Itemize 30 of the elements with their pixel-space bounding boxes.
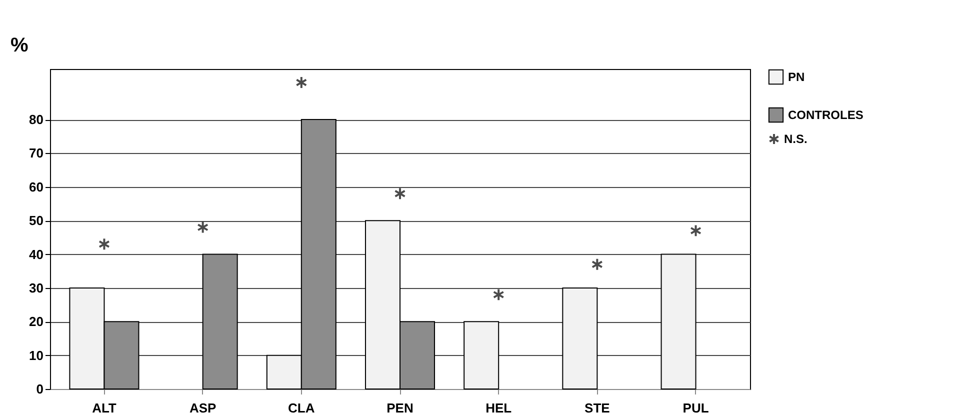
x-tick-label: STE	[584, 400, 610, 416]
y-tick-label: 60	[29, 179, 44, 194]
x-tick-label: ALT	[92, 400, 116, 416]
y-tick-label: 10	[29, 348, 44, 363]
point	[690, 224, 702, 238]
y-tick-label: 0	[36, 382, 44, 396]
y-tick-label: 30	[29, 280, 44, 296]
y-tick-label: 70	[29, 146, 44, 161]
x-tick-label: CLA	[288, 400, 316, 416]
legend-label: N.S.	[784, 132, 808, 146]
point	[296, 76, 308, 89]
x-tick-label: PEN	[386, 400, 414, 416]
y-tick-label: 80	[29, 112, 44, 128]
legend-label: PN	[788, 70, 805, 84]
bar	[464, 321, 500, 390]
point	[492, 288, 504, 302]
y-axis-title: %	[10, 34, 28, 56]
point	[197, 220, 209, 234]
bar	[660, 254, 696, 390]
point	[394, 187, 406, 200]
y-tick-label: 40	[29, 246, 44, 262]
legend-label: CONTROLES	[788, 108, 864, 122]
x-tick-label: ASP	[189, 400, 217, 416]
y-tick-label: 50	[29, 213, 44, 228]
point	[591, 258, 603, 271]
point	[98, 238, 110, 251]
bar	[562, 287, 598, 390]
y-tick-label: 20	[29, 314, 44, 330]
x-tick-label: PUL	[682, 400, 709, 416]
x-tick-label: HEL	[486, 400, 512, 416]
